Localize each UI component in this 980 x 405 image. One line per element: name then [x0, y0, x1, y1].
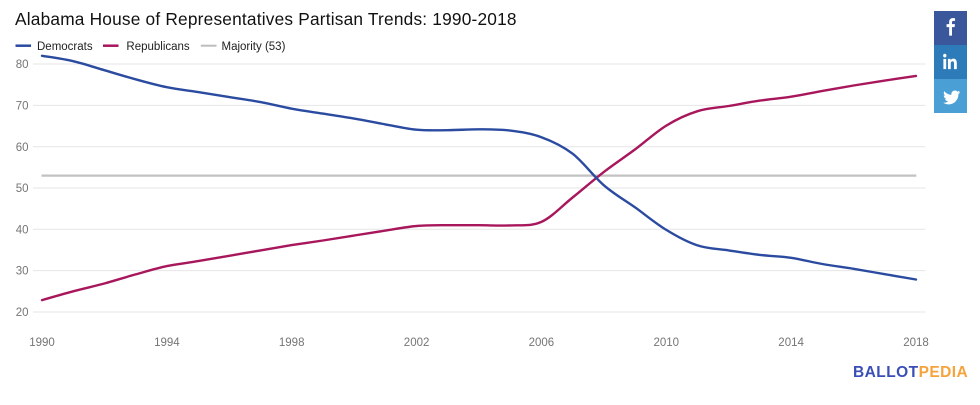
svg-text:2010: 2010: [654, 337, 680, 349]
svg-text:30: 30: [16, 266, 29, 278]
svg-text:1990: 1990: [29, 337, 55, 349]
svg-text:2018: 2018: [903, 337, 929, 349]
svg-text:80: 80: [16, 59, 29, 71]
svg-text:1994: 1994: [154, 337, 180, 349]
svg-text:60: 60: [16, 142, 29, 154]
svg-text:Democrats: Democrats: [37, 41, 93, 53]
svg-text:2014: 2014: [778, 337, 804, 349]
svg-text:1998: 1998: [279, 337, 305, 349]
svg-text:2006: 2006: [529, 337, 555, 349]
svg-text:20: 20: [16, 307, 29, 319]
svg-text:2002: 2002: [404, 337, 430, 349]
svg-text:70: 70: [16, 101, 29, 113]
svg-text:50: 50: [16, 183, 29, 195]
svg-text:40: 40: [16, 224, 29, 236]
svg-text:Republicans: Republicans: [126, 41, 190, 53]
svg-text:Majority (53): Majority (53): [222, 41, 286, 53]
